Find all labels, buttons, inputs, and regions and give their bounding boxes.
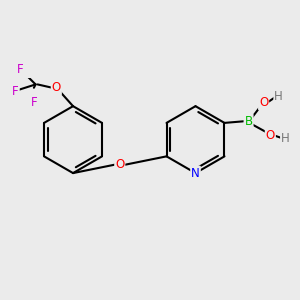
Text: O: O xyxy=(266,129,275,142)
Text: H: H xyxy=(281,132,290,145)
Text: N: N xyxy=(191,167,200,180)
Text: H: H xyxy=(274,90,283,103)
Text: O: O xyxy=(259,96,268,109)
Text: F: F xyxy=(12,85,19,98)
Text: B: B xyxy=(244,115,253,128)
Text: F: F xyxy=(31,96,37,109)
Text: O: O xyxy=(115,158,124,171)
Text: F: F xyxy=(17,63,24,76)
Text: O: O xyxy=(52,81,61,94)
